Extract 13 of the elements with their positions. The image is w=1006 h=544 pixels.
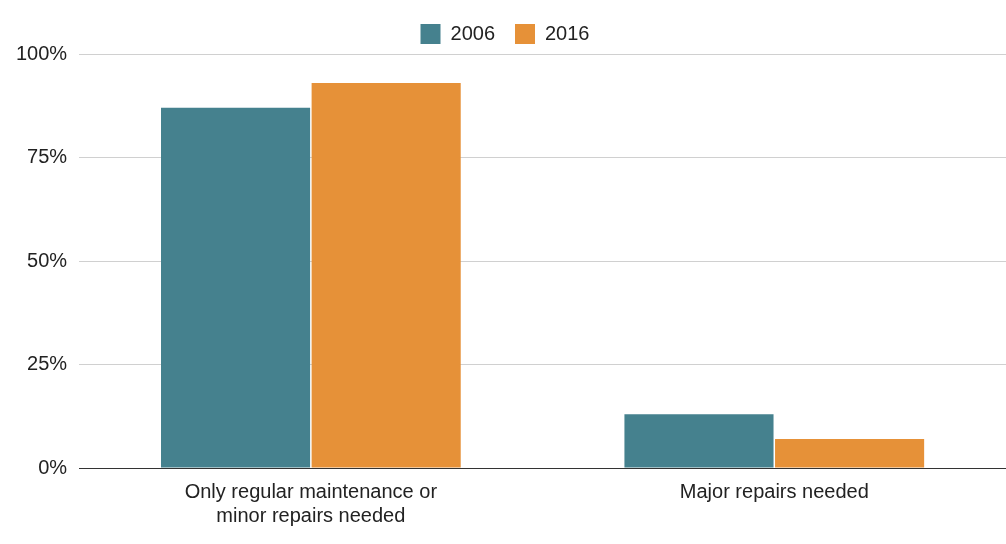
x-tick-label: Major repairs needed xyxy=(679,479,869,502)
legend-label: 2006 xyxy=(450,21,496,44)
legend-label: 2016 xyxy=(545,21,590,44)
y-tick-label: 50% xyxy=(27,248,68,271)
bar xyxy=(311,82,461,468)
y-tick-label: 75% xyxy=(27,145,68,168)
y-tick-label: 25% xyxy=(27,352,68,375)
bar xyxy=(775,439,925,468)
y-tick-label: 0% xyxy=(38,455,68,478)
bar xyxy=(161,107,311,468)
bar xyxy=(624,414,774,468)
y-tick-label: 100% xyxy=(16,41,68,64)
x-tick-label: Only regular maintenance or minor repairs needed xyxy=(184,479,438,526)
